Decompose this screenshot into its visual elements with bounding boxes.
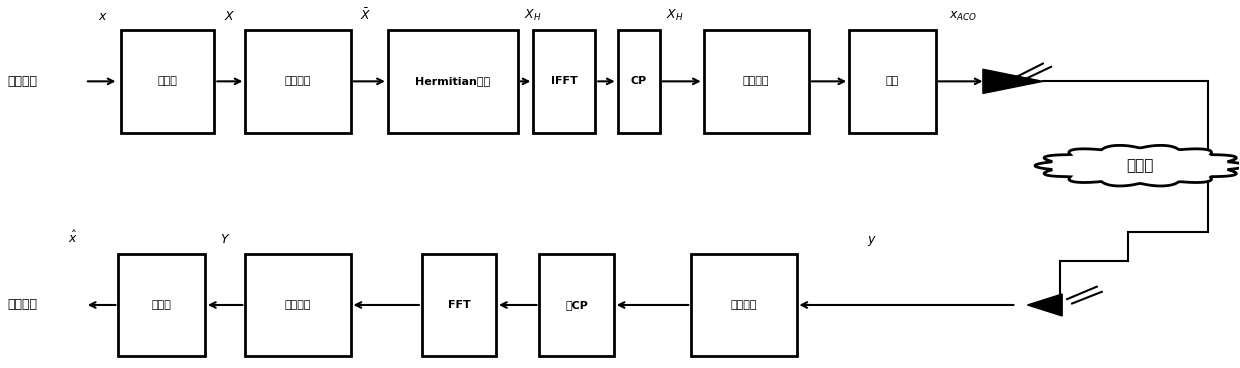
Bar [118,254,205,356]
Text: 串并转换: 串并转换 [730,300,758,310]
Text: 解码器: 解码器 [151,300,171,310]
Text: CP: CP [630,76,647,86]
Bar [246,254,351,356]
Text: Hermitian对称: Hermitian对称 [415,76,490,86]
Text: 编码器: 编码器 [157,76,177,86]
Text: 接收数据: 接收数据 [7,298,37,311]
Polygon shape [1028,294,1063,316]
Bar [533,30,595,133]
Bar [691,254,796,356]
Text: 发送数据: 发送数据 [7,75,37,88]
Polygon shape [1035,145,1240,186]
Text: 去CP: 去CP [565,300,588,310]
Text: y: y [867,233,874,246]
Bar [703,30,808,133]
Text: $\bar{X}$: $\bar{X}$ [360,7,371,23]
Bar [618,30,660,133]
Text: 并串变换: 并串变换 [743,76,770,86]
Text: X: X [224,10,233,23]
Text: $\hat{x}$: $\hat{x}$ [68,230,77,246]
Bar [388,30,518,133]
Text: IFFT: IFFT [551,76,578,86]
Bar [849,30,936,133]
Bar [122,30,215,133]
Bar [422,254,496,356]
Text: x: x [98,10,105,23]
Text: FFT: FFT [448,300,470,310]
Bar [539,254,614,356]
Text: 限幅: 限幅 [885,76,899,86]
Text: 光信道: 光信道 [1126,158,1154,173]
Text: 相位旋转: 相位旋转 [285,300,311,310]
Polygon shape [983,69,1043,93]
Text: $x_{ACO}$: $x_{ACO}$ [949,10,977,23]
Text: Y: Y [219,233,227,246]
Bar [246,30,351,133]
Text: $X_H$: $X_H$ [666,8,683,23]
Text: 相位旋转: 相位旋转 [285,76,311,86]
Text: $X_H$: $X_H$ [525,8,542,23]
